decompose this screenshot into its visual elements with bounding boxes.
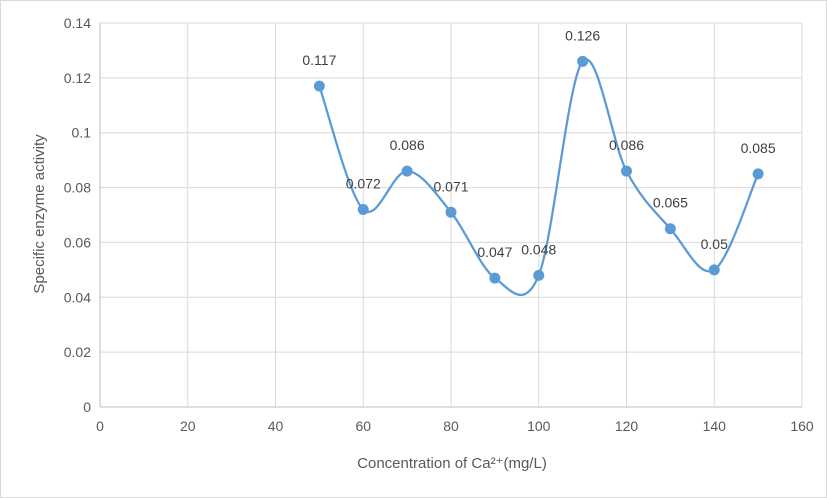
y-tick-label: 0.14 <box>64 15 91 31</box>
series-line <box>318 58 760 297</box>
x-tick-label: 20 <box>180 418 196 434</box>
axes: 0 0.02 0.04 0.06 0.08 0.1 0.12 0.14 0 20 40 60 80 100… <box>64 15 814 434</box>
data-label: 0.086 <box>609 137 644 153</box>
data-point <box>401 165 413 177</box>
data-label: 0.047 <box>477 244 512 260</box>
x-tick-label: 100 <box>527 418 551 434</box>
data-label: 0.065 <box>653 195 688 211</box>
y-tick-label: 0.02 <box>64 344 91 360</box>
x-tick-label: 0 <box>96 418 104 434</box>
x-tick-label: 160 <box>790 418 814 434</box>
data-label: 0.048 <box>521 241 556 257</box>
y-tick-label: 0.06 <box>64 234 91 250</box>
data-point <box>708 264 720 276</box>
y-axis-title: Specific enzyme activity <box>31 134 48 294</box>
data-label: 0.126 <box>565 27 600 43</box>
data-point <box>489 272 501 284</box>
series <box>313 55 764 297</box>
x-tick-label: 140 <box>703 418 727 434</box>
data-point <box>533 269 545 281</box>
x-tick-label: 120 <box>615 418 639 434</box>
x-tick-label: 60 <box>355 418 371 434</box>
data-point <box>664 223 676 235</box>
y-tick-label: 0.04 <box>64 289 91 305</box>
data-point <box>445 206 457 218</box>
data-labels: 0.117 0.072 0.086 0.071 0.047 0.048 0.126 0.086… <box>302 27 775 260</box>
data-point <box>621 165 632 177</box>
x-tick-label: 80 <box>443 418 459 434</box>
x-axis-title: Concentration of Ca²⁺(mg/L) <box>357 455 547 472</box>
data-label: 0.071 <box>433 178 468 194</box>
data-label: 0.05 <box>701 236 728 252</box>
x-tick-label: 40 <box>268 418 284 434</box>
data-point <box>577 55 589 67</box>
data-label: 0.117 <box>302 52 336 68</box>
data-label: 0.072 <box>346 176 381 192</box>
y-tick-label: 0.1 <box>72 125 92 141</box>
y-tick-label: 0 <box>83 399 91 415</box>
data-label: 0.086 <box>390 137 425 153</box>
data-point <box>313 80 325 92</box>
data-point <box>357 204 369 216</box>
data-label: 0.085 <box>741 140 776 156</box>
data-point <box>752 168 764 180</box>
y-tick-label: 0.12 <box>64 70 91 86</box>
y-tick-label: 0.08 <box>64 180 91 196</box>
